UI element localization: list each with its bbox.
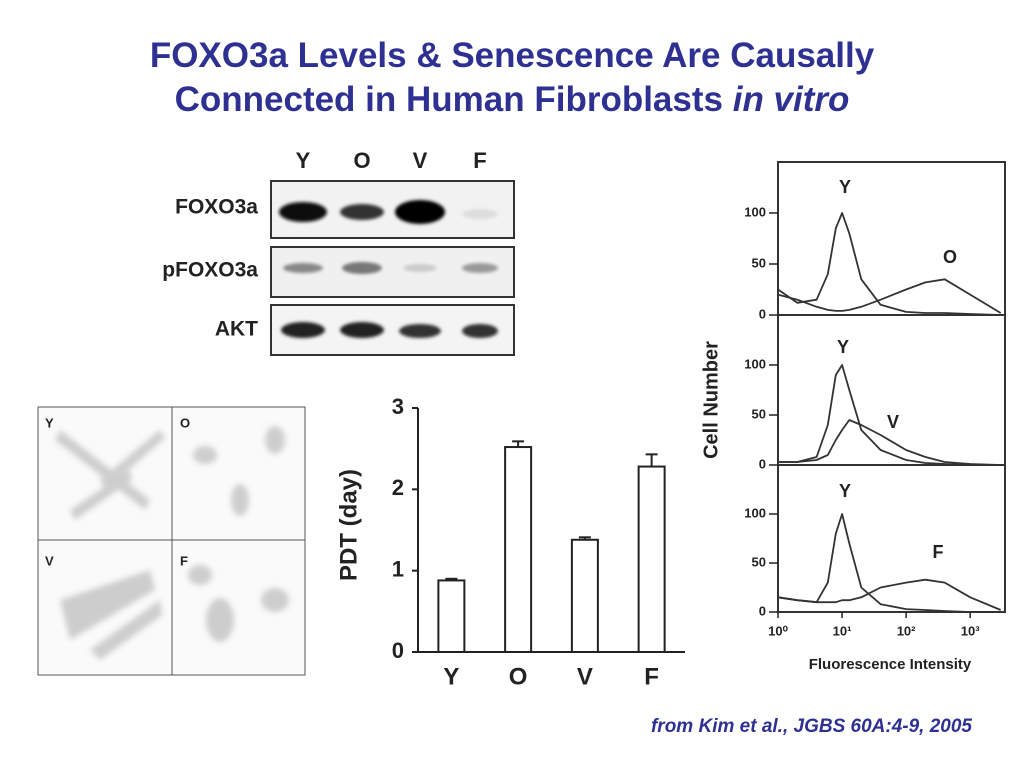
histogram-line [778,419,1001,466]
band [340,322,384,338]
band [399,324,441,338]
y-tick-label: 1 [392,556,404,581]
x-tick-label: F [644,663,659,690]
y-tick-label: 50 [752,406,766,421]
band [283,263,323,273]
cell [60,570,162,660]
y-axis-label: PDT (day) [335,469,362,581]
series-label: Y [837,337,849,357]
band [462,209,498,219]
x-axis-label: Fluorescence Intensity [809,656,972,673]
bar [504,446,533,654]
band [395,200,445,224]
title: FOXO3a Levels & Senescence Are Causally … [0,34,1024,122]
panel-label: O [180,415,190,430]
band [281,322,325,338]
bar [637,465,666,653]
series-label: Y [839,481,851,501]
blot-bands [279,200,498,338]
cell [193,446,217,464]
y-tick-label: 50 [752,255,766,270]
histogram-frame [777,161,1006,613]
band [462,263,498,273]
x-tick-label: 10³ [961,623,980,638]
y-tick-label: 50 [752,554,766,569]
band [342,262,382,274]
y-tick-label: 100 [744,356,766,371]
y-tick-label: 0 [759,456,766,471]
series-label: F [933,542,944,562]
lane-label: V [413,148,428,173]
cell [231,484,249,516]
title-italic: in vitro [732,80,850,119]
title-line: FOXO3a Levels & Senescence Are Causally [149,36,875,75]
band [340,204,384,220]
bar [437,579,466,654]
cell [261,588,289,612]
bar [570,538,599,654]
band [462,324,498,338]
row-label: FOXO3a [175,196,258,219]
series-label: V [887,412,899,432]
y-axis-label: Cell Number [700,341,722,459]
y-tick-label: 0 [759,306,766,321]
series-label: Y [839,177,851,197]
histogram-line [777,578,1002,611]
row-label: AKT [215,318,258,341]
x-tick-label: Y [443,663,459,690]
histogram-line [778,364,1001,466]
cell [188,565,212,585]
lane-label: Y [296,148,311,173]
y-tick-label: 100 [744,505,766,520]
x-tick-label: O [509,663,528,690]
y-tick-label: 2 [392,475,404,500]
histogram-line [777,212,1001,316]
y-tick-label: 3 [392,394,404,419]
band [279,202,327,222]
cell [206,598,234,642]
series-label: O [943,247,957,267]
x-tick-label: 10¹ [833,623,852,638]
band [403,264,437,272]
row-label: pFOXO3a [162,259,258,282]
x-tick-label: V [577,663,593,690]
cell [55,430,165,520]
panel-label: F [180,553,188,568]
y-tick-label: 0 [392,638,404,663]
lane-label: O [353,148,370,173]
lane-label: F [473,148,486,173]
histogram-line [777,278,1002,314]
panel-label: V [45,553,54,568]
x-tick-label: 10² [897,623,916,638]
cell [265,426,285,454]
panel-label: Y [45,415,54,430]
x-tick-label: 10⁰ [768,623,788,638]
y-tick-label: 100 [744,204,766,219]
citation: from Kim et al., JGBS 60A:4-9, 2005 [650,716,972,737]
y-tick-label: 0 [759,603,766,618]
histogram-line [777,513,1001,613]
title-line: Connected in Human Fibroblasts in vitro [0,78,1024,122]
title-text: Connected in Human Fibroblasts [174,80,723,119]
cells [55,426,289,660]
